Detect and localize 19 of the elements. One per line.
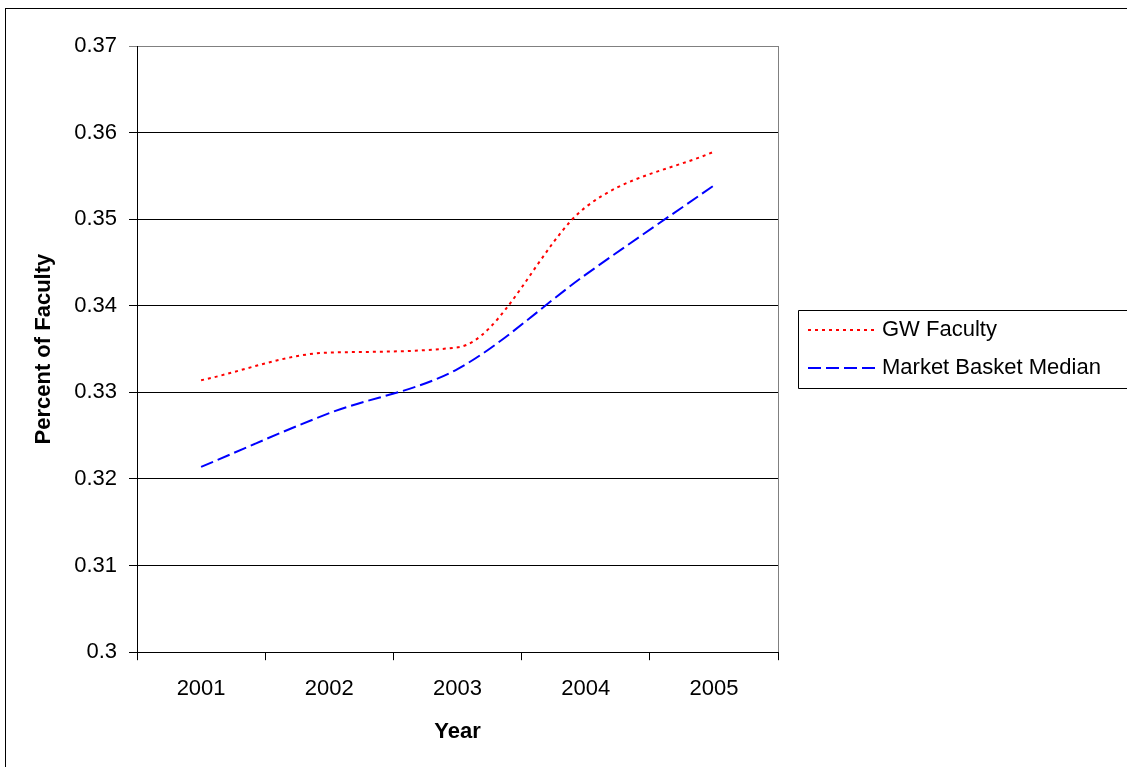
y-tick-label: 0.36 — [74, 118, 117, 144]
legend-label: Market Basket Median — [882, 354, 1101, 380]
y-tick-label: 0.34 — [74, 291, 117, 317]
line-series — [200, 150, 715, 382]
y-tick-label: 0.35 — [74, 205, 117, 231]
x-tick-label: 2002 — [304, 675, 354, 701]
x-tick-label: 2004 — [561, 675, 611, 701]
x-tick-label: 2001 — [176, 675, 226, 701]
y-axis-title: Percent of Faculty — [30, 252, 56, 445]
y-tick-label: 0.31 — [74, 551, 117, 577]
line-series — [200, 184, 715, 468]
y-tick-label: 0.33 — [74, 378, 117, 404]
y-tick-label: 0.32 — [74, 465, 117, 491]
x-tick-label: 2005 — [689, 675, 739, 701]
x-tick-label: 2003 — [433, 675, 482, 701]
y-tick-label: 0.3 — [86, 638, 117, 664]
x-axis-title: Year — [434, 717, 482, 743]
legend-label: GW Faculty — [882, 316, 997, 342]
y-tick-label: 0.37 — [74, 32, 117, 58]
